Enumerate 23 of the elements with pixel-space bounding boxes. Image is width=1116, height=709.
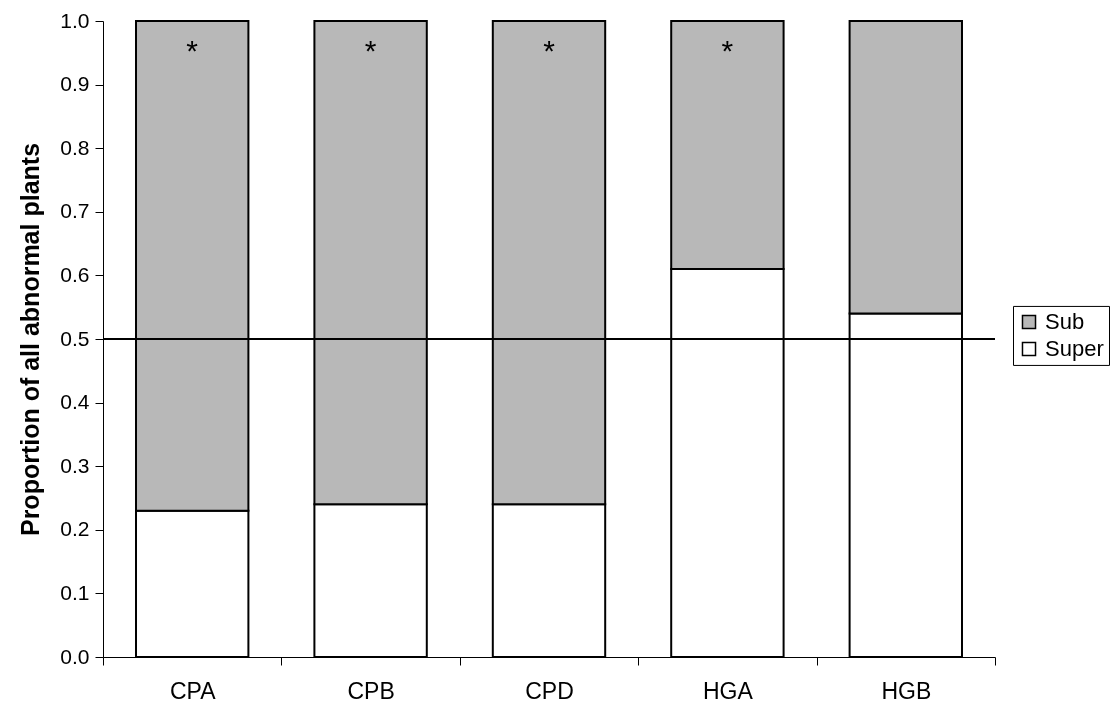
x-tick-label: CPD [525,677,574,704]
annotation: * [543,34,556,67]
y-tick-label: 0.3 [60,453,90,477]
annotation: * [186,34,199,67]
y-tick-label: 0.5 [60,326,90,350]
y-tick-label: 0.8 [60,135,90,159]
y-tick-label: 0.7 [60,199,90,223]
annotation: * [364,34,377,67]
legend-label: Sub [1045,308,1085,334]
x-tick-label: HGB [881,677,932,704]
x-tick-label: CPB [347,677,395,704]
y-tick-label: 0.2 [60,517,90,541]
annotation: * [721,34,734,67]
x-tick-label: CPA [169,677,217,704]
y-tick-label: 0.6 [60,262,90,286]
y-tick-label: 0.4 [60,390,90,414]
legend-label: Super [1045,335,1104,361]
y-tick-label: 0.9 [60,72,90,96]
x-tick-label: HGA [702,677,754,704]
y-tick-label: 0.1 [60,580,90,604]
y-axis-title: Proportion of all abnormal plants [16,142,45,537]
y-tick-label: 0.0 [60,644,90,668]
y-tick-label: 1.0 [60,8,90,32]
